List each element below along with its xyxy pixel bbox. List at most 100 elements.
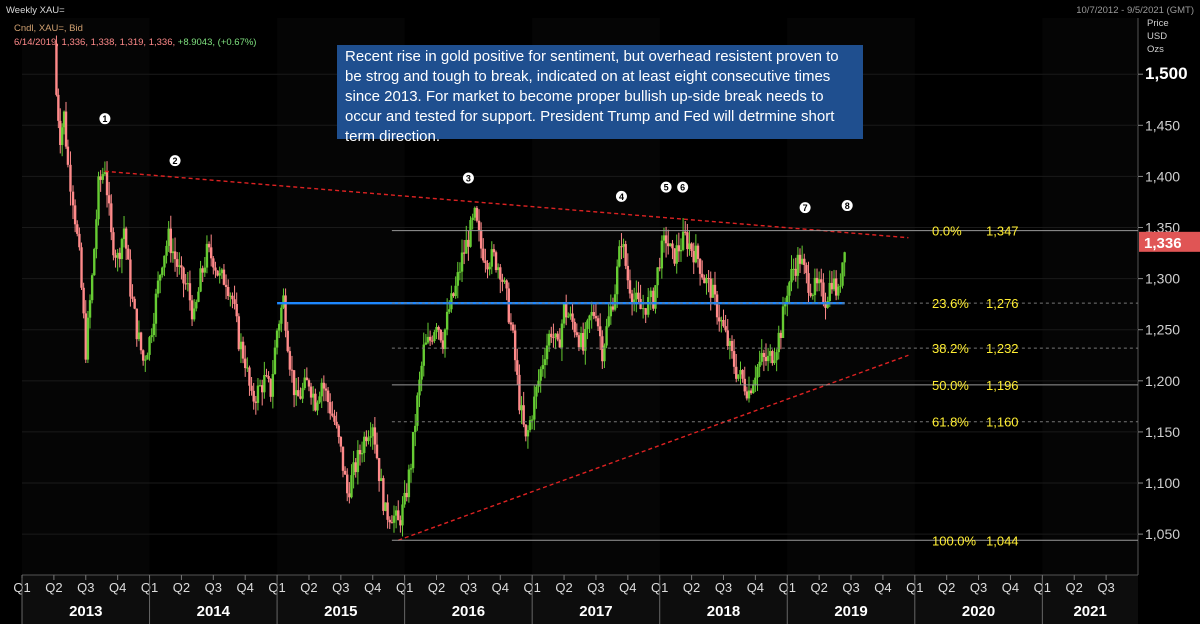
candle-body	[817, 279, 821, 284]
ohlc-values: 6/14/2019, 1,336, 1,338, 1,319, 1,336,	[14, 37, 176, 48]
fib-price-label: 1,196	[986, 378, 1019, 393]
candle-body	[110, 203, 113, 233]
candle-body	[492, 249, 496, 253]
candle-body	[275, 330, 279, 348]
candle-body	[601, 336, 604, 362]
candle-body	[732, 351, 736, 367]
x-quarter-label: Q2	[45, 580, 62, 595]
candle-body	[503, 280, 506, 282]
fib-price-label: 1,347	[986, 224, 1019, 239]
candle-body	[522, 405, 525, 425]
candle-body	[167, 228, 170, 246]
resistance-trendline	[104, 170, 909, 239]
x-quarter-label: Q4	[747, 580, 764, 595]
candle-body	[261, 385, 264, 393]
candle-body	[346, 474, 349, 494]
candle-body	[762, 352, 766, 358]
candle-body	[815, 277, 819, 284]
candle-body	[312, 393, 315, 398]
candle-body	[405, 492, 408, 498]
candle-body	[728, 340, 732, 346]
candle-body	[537, 380, 540, 387]
candle-body	[448, 309, 451, 312]
candle-body	[229, 295, 232, 297]
candle-body	[433, 332, 436, 342]
candle-body	[790, 269, 793, 283]
candle-body	[792, 268, 795, 270]
candle-body	[407, 469, 411, 498]
peak-marker	[841, 200, 853, 212]
x-year-label: 2019	[834, 603, 867, 620]
candle-body	[684, 231, 687, 233]
candle-body	[55, 43, 58, 95]
y-tick-label: 1,200	[1145, 373, 1180, 389]
candle-body	[426, 336, 430, 343]
candle-body	[397, 510, 400, 521]
candle-body	[724, 326, 727, 331]
candle-body	[486, 263, 489, 270]
candle-body	[788, 282, 791, 296]
x-quarter-label: Q3	[970, 580, 987, 595]
candle-body	[581, 332, 585, 351]
candle-body	[57, 94, 60, 121]
candle-body	[688, 243, 691, 250]
candle-body	[358, 450, 362, 455]
candle-body	[252, 390, 255, 402]
candle-body	[163, 255, 166, 268]
candle-body	[707, 278, 710, 280]
x-quarter-label: Q2	[428, 580, 445, 595]
candle-body	[158, 274, 162, 281]
candle-body	[237, 316, 241, 350]
candle-body	[618, 246, 621, 267]
candle-body	[314, 393, 317, 411]
candle-body	[749, 390, 753, 394]
candle-body	[745, 391, 749, 399]
peak-marker-label: 4	[619, 192, 624, 202]
candle-body	[539, 369, 542, 381]
candle-body	[195, 301, 198, 309]
year-band	[22, 18, 150, 575]
candle-body	[533, 396, 536, 420]
candle-body	[830, 282, 834, 290]
candle-body	[224, 284, 228, 287]
candle-body	[303, 377, 306, 389]
candle-body	[756, 366, 759, 378]
candle-body	[197, 291, 200, 302]
candle-body	[541, 365, 544, 370]
candle-body	[235, 303, 238, 317]
candle-body	[150, 335, 153, 338]
candle-body	[667, 243, 670, 247]
candle-body	[141, 350, 145, 361]
x-year-label: 2017	[579, 603, 612, 620]
candle-body	[105, 172, 109, 196]
candle-body	[352, 462, 355, 476]
fib-percent-label: 38.2%	[932, 341, 969, 356]
candle-body	[452, 293, 455, 297]
candle-body	[558, 339, 562, 348]
candle-body	[112, 232, 115, 256]
candle-body	[422, 344, 425, 366]
candle-body	[199, 268, 202, 292]
candle-body	[263, 375, 266, 393]
x-quarter-label: Q4	[364, 580, 381, 595]
candle-body	[505, 280, 508, 289]
candle-body	[280, 307, 283, 324]
candle-body	[273, 347, 277, 375]
candle-body	[269, 378, 272, 397]
candle-body	[482, 248, 485, 261]
candle-body	[630, 293, 634, 304]
candle-body	[190, 300, 194, 320]
x-quarter-label: Q3	[1097, 580, 1114, 595]
candle-body	[467, 239, 470, 247]
candle-body	[84, 313, 87, 360]
candle-body	[822, 282, 825, 303]
x-year-label: 2021	[1073, 603, 1106, 620]
candle-body	[86, 317, 90, 360]
candle-body	[739, 370, 742, 375]
x-quarter-label: Q2	[300, 580, 317, 595]
candle-body	[722, 319, 725, 327]
y-tick-label: 1,150	[1145, 424, 1180, 440]
candle-body	[737, 374, 740, 379]
candle-body	[826, 300, 829, 308]
candle-body	[99, 176, 102, 180]
